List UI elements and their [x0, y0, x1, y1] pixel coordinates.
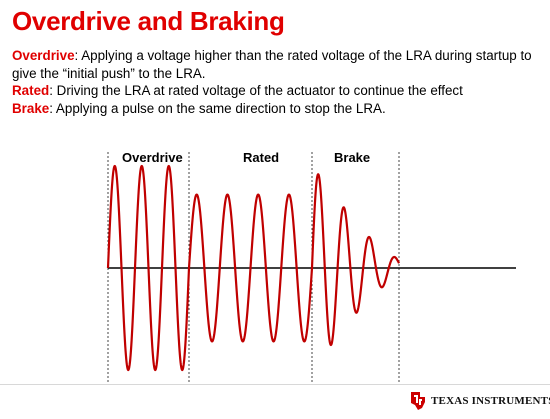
definition-brake: Brake: Applying a pulse on the same dire… — [12, 100, 542, 118]
term-rated: Rated — [12, 83, 50, 98]
definitions-block: Overdrive: Applying a voltage higher tha… — [12, 47, 542, 117]
definition-overdrive-text: : Applying a voltage higher than the rat… — [12, 48, 532, 81]
definition-brake-text: : Applying a pulse on the same direction… — [49, 100, 386, 116]
definition-overdrive: Overdrive: Applying a voltage higher tha… — [12, 47, 542, 82]
term-brake: Brake — [12, 100, 50, 116]
ti-logo-icon — [411, 392, 425, 410]
region-label-overdrive: Overdrive — [122, 150, 183, 165]
ti-logo-text: TEXAS INSTRUMENTS — [431, 395, 550, 407]
slide-title: Overdrive and Braking — [12, 6, 285, 36]
waveform-line — [106, 164, 400, 372]
term-overdrive: Overdrive — [12, 48, 75, 63]
definition-rated: Rated: Driving the LRA at rated voltage … — [12, 82, 542, 100]
region-label-brake: Brake — [334, 150, 370, 165]
region-label-rated: Rated — [243, 150, 279, 165]
footer-divider — [0, 384, 550, 385]
ti-logo: TEXAS INSTRUMENTS — [409, 390, 550, 412]
definition-rated-text: : Driving the LRA at rated voltage of th… — [49, 83, 463, 98]
